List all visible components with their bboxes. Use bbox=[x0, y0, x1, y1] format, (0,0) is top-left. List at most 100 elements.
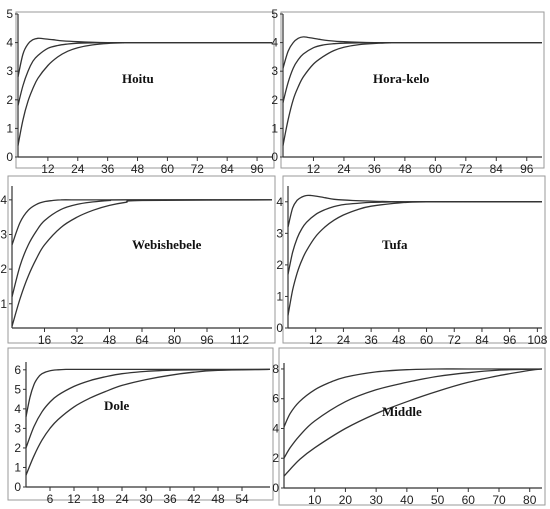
y-tick-label: 2 bbox=[0, 262, 7, 276]
x-tick-label: 96 bbox=[250, 162, 264, 176]
series-line-1 bbox=[25, 368, 270, 417]
y-tick-label: 2 bbox=[14, 441, 21, 455]
y-tick-label: 5 bbox=[6, 7, 13, 21]
y-tick-label: 0 bbox=[14, 480, 21, 494]
x-tick-label: 24 bbox=[337, 333, 351, 347]
x-tick-label: 48 bbox=[211, 492, 225, 506]
x-tick-label: 70 bbox=[492, 493, 506, 507]
y-tick-label: 3 bbox=[271, 64, 278, 78]
x-tick-label: 24 bbox=[337, 162, 351, 176]
series-line-1 bbox=[282, 36, 542, 69]
x-tick-label: 48 bbox=[392, 333, 406, 347]
y-tick-label: 4 bbox=[276, 195, 283, 209]
y-tick-label: 4 bbox=[6, 36, 13, 50]
x-tick-label: 84 bbox=[220, 162, 234, 176]
y-tick-label: 0 bbox=[272, 481, 279, 495]
y-tick-label: 5 bbox=[14, 382, 21, 396]
y-tick-label: 0 bbox=[276, 321, 283, 335]
x-tick-label: 40 bbox=[400, 493, 414, 507]
x-tick-label: 96 bbox=[503, 333, 517, 347]
series-line-2 bbox=[287, 201, 542, 275]
series-line-2 bbox=[282, 41, 542, 103]
x-tick-label: 84 bbox=[490, 162, 504, 176]
x-tick-label: 32 bbox=[70, 333, 84, 347]
x-tick-label: 10 bbox=[308, 493, 322, 507]
x-tick-label: 80 bbox=[168, 333, 182, 347]
x-tick-label: 72 bbox=[191, 162, 205, 176]
x-tick-label: 64 bbox=[135, 333, 149, 347]
series-line-2 bbox=[11, 199, 273, 297]
series-line-1 bbox=[287, 194, 542, 228]
y-tick-label: 6 bbox=[14, 363, 21, 377]
panel-frame bbox=[7, 347, 274, 501]
x-tick-label: 24 bbox=[71, 162, 85, 176]
y-tick-label: 4 bbox=[271, 36, 278, 50]
x-tick-label: 48 bbox=[103, 333, 117, 347]
panel-frame bbox=[280, 11, 545, 169]
panel-webishebele: 1 2 3 4 16 32 48 64 80 96 112 Webishebele bbox=[0, 175, 276, 347]
x-tick-label: 108 bbox=[527, 333, 547, 347]
y-tick-label: 2 bbox=[271, 93, 278, 107]
y-tick-label: 4 bbox=[272, 421, 279, 435]
x-tick-label: 72 bbox=[459, 162, 473, 176]
x-tick-label: 60 bbox=[161, 162, 175, 176]
series-line-3 bbox=[283, 368, 543, 477]
x-tick-label: 6 bbox=[47, 492, 54, 506]
series-line-3 bbox=[25, 368, 271, 476]
series-line-1 bbox=[283, 368, 542, 428]
x-tick-label: 12 bbox=[309, 333, 323, 347]
y-tick-label: 4 bbox=[14, 402, 21, 416]
panel-frame bbox=[282, 175, 546, 344]
x-tick-label: 36 bbox=[364, 333, 378, 347]
x-tick-label: 30 bbox=[139, 492, 153, 506]
y-tick-label: 1 bbox=[14, 460, 21, 474]
y-tick-label: 3 bbox=[276, 226, 283, 240]
x-tick-label: 96 bbox=[520, 162, 534, 176]
panel-label: Middle bbox=[382, 404, 422, 419]
series-line-2 bbox=[283, 368, 543, 459]
x-tick-label: 12 bbox=[67, 492, 81, 506]
x-tick-label: 54 bbox=[235, 492, 249, 506]
series-line-1 bbox=[11, 199, 272, 246]
y-tick-label: 8 bbox=[272, 362, 279, 376]
y-tick-label: 1 bbox=[6, 121, 13, 135]
y-tick-label: 3 bbox=[0, 227, 7, 241]
series-line-2 bbox=[25, 368, 271, 449]
x-tick-label: 18 bbox=[91, 492, 105, 506]
series-line-3 bbox=[287, 201, 543, 316]
x-tick-label: 48 bbox=[398, 162, 412, 176]
y-tick-label: 2 bbox=[6, 93, 13, 107]
panel-frame bbox=[7, 175, 276, 344]
y-tick-label: 1 bbox=[276, 289, 283, 303]
x-tick-label: 84 bbox=[475, 333, 489, 347]
series-line-3 bbox=[11, 199, 273, 327]
y-tick-label: 0 bbox=[271, 150, 278, 164]
x-tick-label: 24 bbox=[115, 492, 129, 506]
x-tick-label: 60 bbox=[429, 162, 443, 176]
y-tick-label: 2 bbox=[276, 258, 283, 272]
y-tick-label: 5 bbox=[271, 7, 278, 21]
y-tick-label: 3 bbox=[14, 421, 21, 435]
x-tick-label: 80 bbox=[523, 493, 537, 507]
x-tick-label: 72 bbox=[448, 333, 462, 347]
series-line-3 bbox=[17, 41, 272, 146]
x-tick-label: 96 bbox=[200, 333, 214, 347]
panel-label: Hoitu bbox=[122, 71, 154, 86]
y-tick-label: 0 bbox=[6, 150, 13, 164]
y-tick-label: 6 bbox=[272, 392, 279, 406]
panel-label: Tufa bbox=[382, 237, 408, 252]
x-tick-label: 12 bbox=[307, 162, 321, 176]
panel-frame bbox=[278, 347, 546, 506]
y-tick-label: 3 bbox=[6, 64, 13, 78]
y-tick-label: 1 bbox=[0, 297, 7, 311]
series-line-3 bbox=[282, 41, 542, 146]
x-tick-label: 20 bbox=[339, 493, 353, 507]
panel-label: Dole bbox=[104, 398, 130, 413]
x-tick-label: 60 bbox=[462, 493, 476, 507]
panel-label: Webishebele bbox=[132, 237, 202, 252]
x-tick-label: 36 bbox=[101, 162, 115, 176]
x-tick-label: 30 bbox=[369, 493, 383, 507]
